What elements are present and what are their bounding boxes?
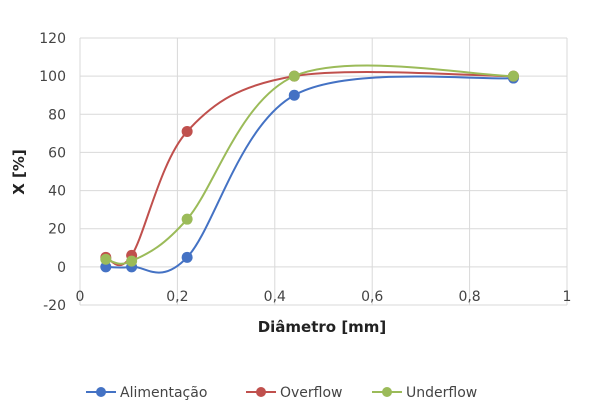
grid [79,37,568,306]
data-point [126,255,138,267]
series-underflow [100,64,519,267]
y-tick-label: 20 [48,222,66,238]
data-point [100,253,112,265]
legend-marker [256,387,266,397]
data-point [181,251,193,263]
y-tick-label: 80 [48,107,66,123]
y-tick-label: -20 [43,298,66,314]
series-line [105,71,514,267]
x-tick-label: 1 [563,289,572,305]
series-line [105,75,514,274]
series-layer [100,64,519,274]
data-point [288,70,300,82]
legend-item: Overflow [246,385,343,401]
data-point [181,213,193,225]
legend-label: Overflow [280,385,343,401]
legend-item: Alimentação [86,385,207,401]
legend: Alimentação Overflow Underflow [86,385,477,401]
x-tick-label: 0 [76,289,85,305]
legend-label: Underflow [406,385,477,401]
x-tick-label: 0,8 [458,289,480,305]
legend-item: Underflow [372,385,477,401]
y-tick-label: 0 [57,260,66,276]
series-overflow [100,70,519,267]
y-axis-title: X [%] [10,149,28,195]
x-tick-label: 0,2 [166,289,188,305]
legend-marker [382,387,392,397]
x-tick-label: 0,6 [361,289,383,305]
data-point [100,261,112,273]
data-point [181,125,193,137]
data-point [288,89,300,101]
y-tick-label: 100 [39,69,66,85]
legend-marker [96,387,106,397]
x-axis-title: Diâmetro [mm] [258,318,387,336]
y-tick-label: 40 [48,184,66,200]
y-axis-ticks: -20 0 20 40 60 80 100 120 [39,31,66,314]
x-tick-label: 0,4 [264,289,286,305]
x-axis-ticks: 0 0,2 0,4 0,6 0,8 1 [76,289,572,305]
y-tick-label: 60 [48,145,66,161]
y-tick-label: 120 [39,31,66,47]
legend-label: Alimentação [120,385,207,401]
data-point [507,70,519,82]
